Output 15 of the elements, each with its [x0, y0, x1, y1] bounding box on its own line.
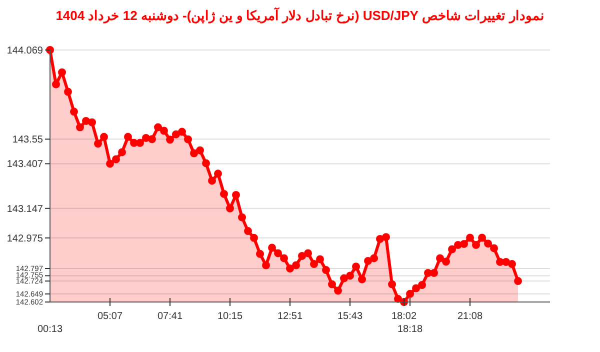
y-tick-label: 144.069 — [6, 46, 44, 56]
x-tick-label: 12:51 — [277, 311, 303, 322]
y-tick-label: 143.407 — [6, 159, 44, 170]
y-tick-label: 143.147 — [6, 204, 44, 215]
x-tick-label: 05:07 — [97, 311, 123, 322]
x-tick-label: 10:15 — [217, 311, 243, 322]
x-tick-label: 21:08 — [458, 311, 483, 322]
x-tick-label: 00:13 — [37, 324, 63, 335]
y-tick-label: 143.55 — [12, 134, 44, 146]
x-tick-label: 07:41 — [157, 311, 183, 322]
y-tick-label: 142.975 — [6, 233, 44, 244]
x-tick-label: 15:43 — [337, 311, 363, 322]
x-tick-label: 18:02 — [392, 311, 417, 322]
chart-title: نمودار تغییرات شاخص USD/JPY (نرخ تبادل دلار آمریکا و ین ژاپن)- دوشنبه 12 خرداد 1404 — [56, 7, 544, 24]
x-tick-label: 18:18 — [398, 324, 423, 335]
